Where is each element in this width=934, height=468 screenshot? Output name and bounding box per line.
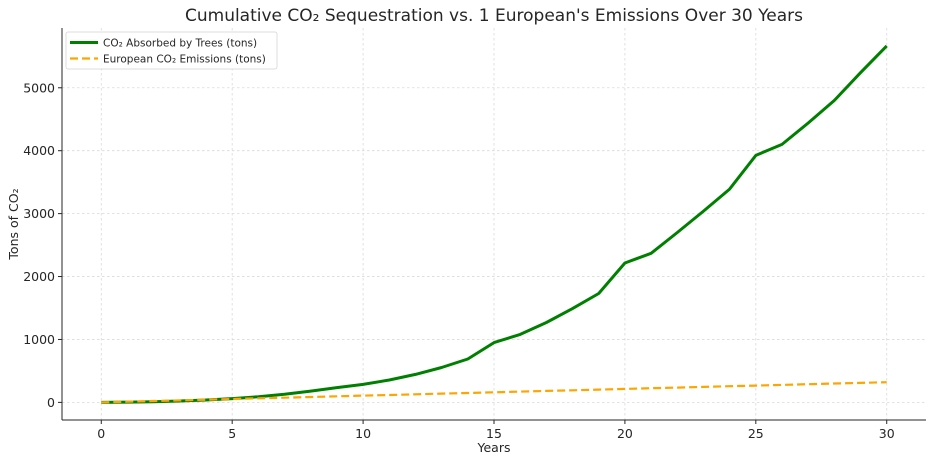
legend-frame	[65, 31, 278, 70]
legend-label-emissions: European CO₂ Emissions (tons)	[103, 54, 266, 66]
x-tick-label: 5	[228, 426, 236, 441]
y-tick-label: 1000	[23, 332, 55, 347]
x-tick-label: 20	[617, 426, 633, 441]
legend: CO₂ Absorbed by Trees (tons) European CO…	[65, 31, 278, 70]
x-tick-label: 10	[355, 426, 371, 441]
y-tick-label: 4000	[23, 143, 55, 158]
x-tick-label: 30	[879, 426, 895, 441]
y-tick-label: 3000	[23, 206, 55, 221]
y-tick-label: 5000	[23, 80, 55, 95]
grid	[62, 28, 926, 420]
series-layer	[101, 44, 888, 404]
y-tick-label: 2000	[23, 269, 55, 284]
y-axis-label: Tons of CO₂	[6, 188, 21, 260]
x-tick-label: 15	[486, 426, 502, 441]
x-tick-label: 0	[97, 426, 105, 441]
chart-title: Cumulative CO₂ Sequestration vs. 1 Europ…	[185, 6, 803, 26]
series-line-european-emissions	[101, 381, 887, 404]
legend-label-trees: CO₂ Absorbed by Trees (tons)	[103, 38, 257, 50]
series-line-trees-absorbed	[101, 44, 888, 404]
y-tick-label: 0	[47, 395, 55, 410]
axes: 0 5 10 15 20 25 30 0 1000 2000 3000 4000 5000	[23, 28, 926, 441]
x-axis-label: Years	[477, 440, 511, 455]
x-tick-label: 25	[748, 426, 764, 441]
